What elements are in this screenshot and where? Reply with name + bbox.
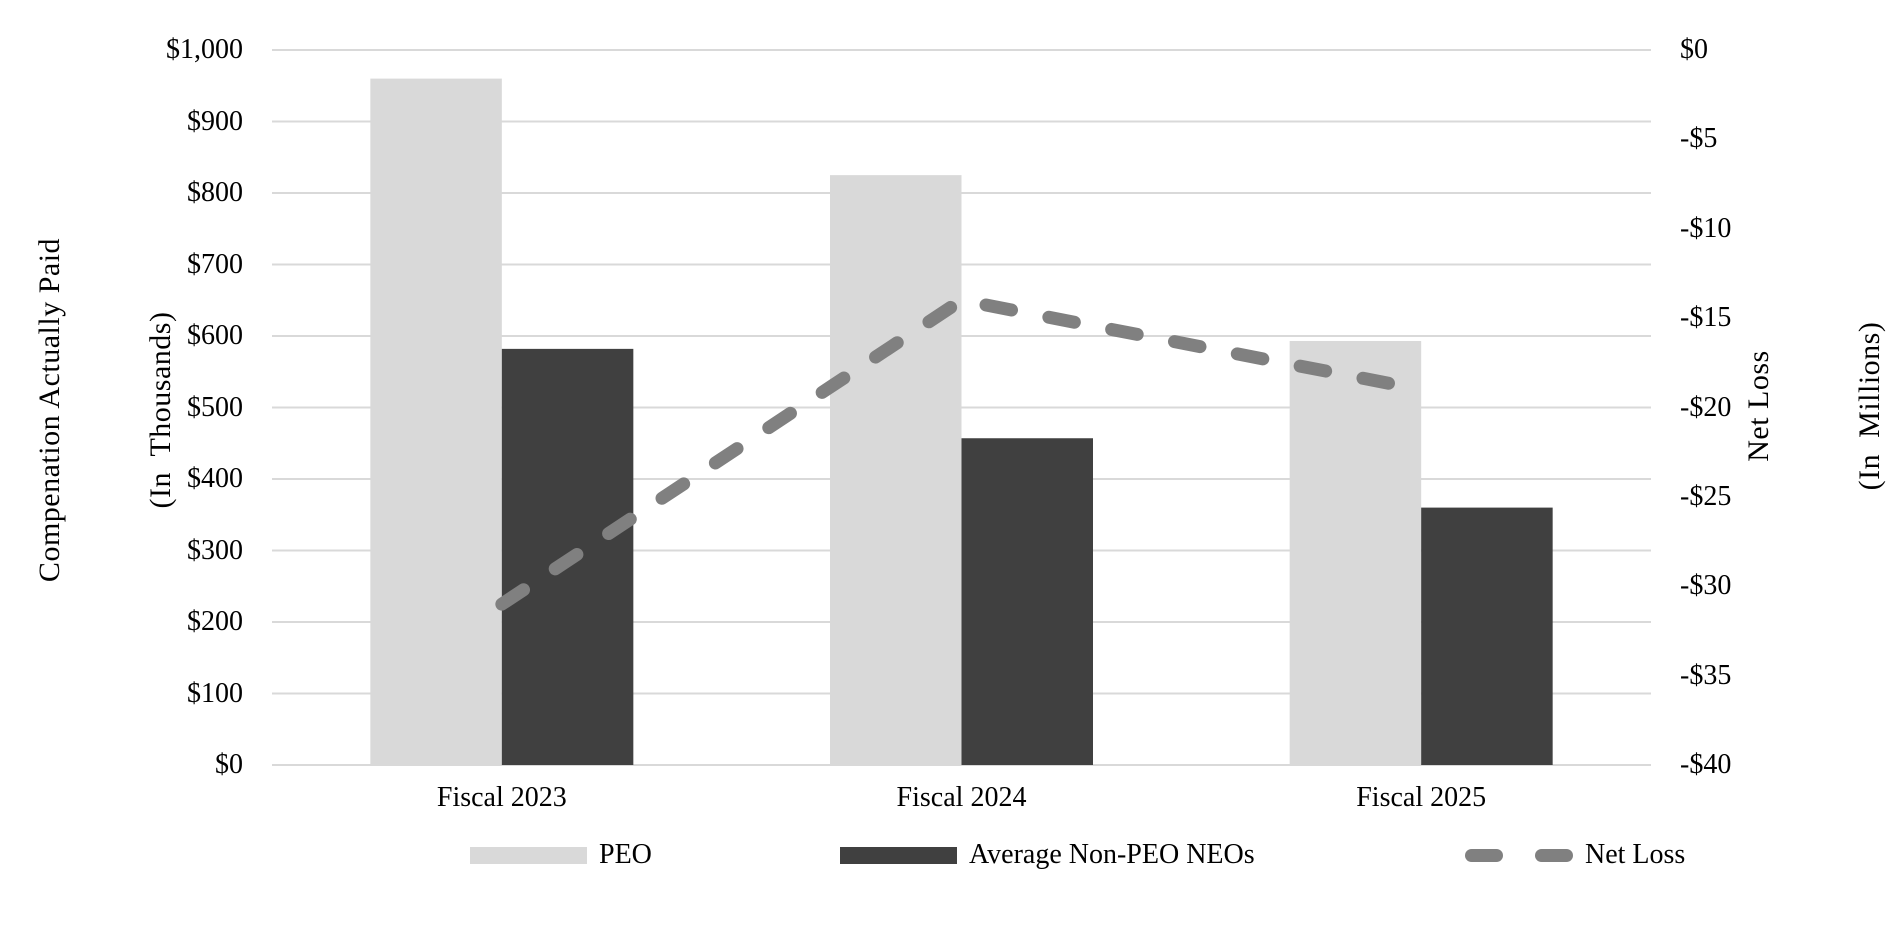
left-axis-tick: $900 [187, 105, 243, 137]
peo-swatch [470, 846, 587, 864]
right-axis-tick: $0 [1680, 34, 1708, 65]
left-axis-tick: $600 [187, 320, 243, 351]
left-axis-tick: $400 [187, 463, 243, 494]
right-axis-tick: -$10 [1680, 212, 1732, 244]
right-axis-tick: -$5 [1680, 123, 1718, 155]
left-axis-tick: $300 [187, 534, 243, 566]
left-axis-tick: $1,000 [166, 34, 243, 65]
right-axis-tick: -$25 [1680, 480, 1732, 512]
left-axis-tick: $100 [187, 677, 243, 709]
left-axis-title: Compenation Actually Paid (In Thousands) [0, 238, 253, 582]
legend-item-peo: PEO [470, 840, 652, 870]
right-axis-title: Net Loss (In Millions) [1666, 322, 1892, 491]
bar-average-non-peo-neos-fiscal-2025 [1421, 507, 1553, 765]
bar-peo-fiscal-2024 [830, 175, 962, 765]
bar-peo-fiscal-2023 [370, 78, 502, 766]
left-axis-tick: $500 [187, 391, 243, 423]
right-axis-tick: -$35 [1680, 659, 1732, 691]
x-axis-label-fiscal-2023: Fiscal 2023 [436, 782, 567, 813]
x-axis-label-fiscal-2024: Fiscal 2024 [896, 782, 1027, 813]
right-axis-title-line1: Net Loss [1742, 350, 1775, 462]
legend-label-average-non-peo-neos: Average Non-PEO NEOs [969, 839, 1255, 870]
legend-label-net-loss: Net Loss [1585, 839, 1686, 870]
x-axis-label-fiscal-2025: Fiscal 2025 [1356, 782, 1487, 813]
legend-item-average-non-peo-neos: Average Non-PEO NEOs [840, 840, 1255, 870]
left-axis-ticks: $1,000 $900 $800 $700 $600 $500 $400 $300 $200 $1… [0, 0, 243, 937]
left-axis-tick: $200 [187, 606, 243, 637]
left-axis-tick: $0 [215, 749, 243, 780]
right-axis-tick: -$20 [1680, 391, 1732, 423]
left-axis-tick: $700 [187, 248, 243, 280]
right-axis-tick: -$30 [1680, 570, 1732, 602]
net-loss-line [495, 293, 1428, 611]
right-axis-title-line2: (In Millions) [1853, 321, 1886, 491]
right-axis-tick: -$15 [1680, 302, 1732, 334]
legend-item-net-loss: Net Loss [1465, 840, 1685, 870]
net-loss-dash-swatch [1465, 848, 1573, 862]
right-axis-ticks: $0 -$5 -$10 -$15 -$20 -$25 -$30 -$35 -$40 [1680, 0, 1880, 937]
bar-average-non-peo-neos-fiscal-2024 [961, 438, 1093, 765]
bar-peo-fiscal-2025 [1289, 341, 1422, 765]
right-axis-tick: -$40 [1680, 749, 1732, 780]
average-non-peo-neos-swatch [840, 846, 957, 864]
left-axis-title-line1: Compenation Actually Paid [33, 237, 66, 583]
left-axis-tick: $800 [187, 177, 243, 208]
left-axis-title-line2: (In Thousands) [144, 311, 177, 509]
legend-label-peo: PEO [599, 839, 652, 870]
